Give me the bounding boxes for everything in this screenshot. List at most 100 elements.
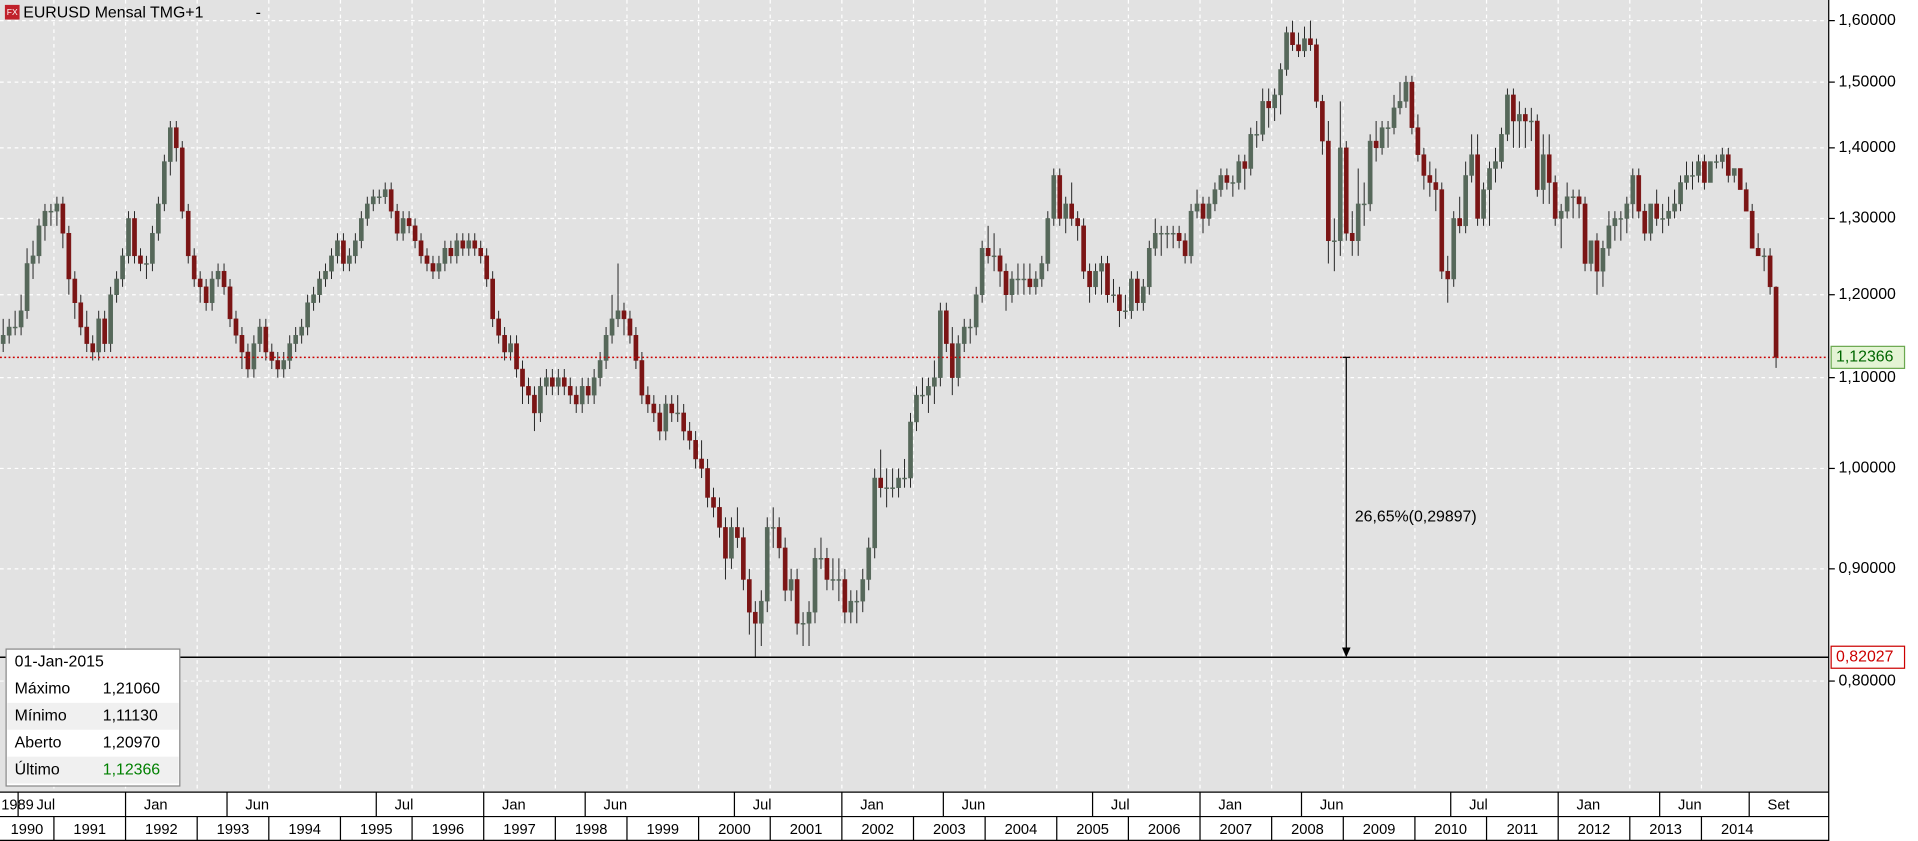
candle-body: [347, 255, 352, 264]
candle-body: [1612, 218, 1618, 227]
candle-body: [1397, 101, 1403, 109]
candle-body: [555, 377, 561, 387]
candle-body: [1463, 175, 1468, 227]
candle-body: [1684, 175, 1689, 183]
candle-body: [687, 430, 692, 441]
candle-body: [66, 232, 72, 280]
y-tick-label: 1,60000: [1838, 12, 1896, 29]
year-label: 2005: [1076, 822, 1109, 838]
candle-body: [406, 218, 412, 227]
candle-body: [1564, 196, 1570, 212]
candle-body: [1391, 107, 1397, 128]
info-name: Máximo: [15, 681, 71, 698]
candle-body: [1111, 294, 1116, 296]
candle-body: [1069, 203, 1075, 219]
candle-body: [1218, 175, 1224, 190]
candle-body: [0, 335, 6, 344]
candle-body: [1725, 154, 1731, 176]
candle-body: [890, 487, 895, 489]
info-value: 1,21060: [103, 681, 161, 698]
candle-body: [179, 147, 185, 212]
candle-body: [323, 270, 328, 280]
month-label: Jan: [144, 797, 168, 813]
y-tick-label: 1,30000: [1838, 210, 1896, 227]
candle-body: [1379, 127, 1385, 149]
candle-body: [1588, 240, 1594, 264]
candle-body: [615, 310, 621, 320]
candle-body: [305, 302, 310, 328]
candle-body: [1140, 286, 1146, 303]
candle-body: [329, 255, 334, 272]
candle-body: [1558, 210, 1564, 219]
candle-body: [1272, 94, 1277, 109]
candle-body: [1600, 247, 1606, 272]
candle-body: [1648, 203, 1654, 234]
candle-body: [150, 232, 155, 264]
candle-body: [484, 255, 490, 280]
candle-body: [1117, 294, 1122, 311]
candle-body: [466, 240, 472, 249]
candle-body: [1003, 270, 1009, 295]
price-label: 1,12366: [1836, 349, 1894, 366]
month-label: Jul: [1111, 797, 1130, 813]
candle-body: [705, 468, 710, 498]
year-label: 1999: [646, 822, 679, 838]
candle-body: [382, 189, 388, 197]
candle-body: [579, 386, 585, 405]
candle-body: [1266, 101, 1271, 109]
candle-body: [1170, 232, 1176, 235]
candle-body: [741, 537, 746, 580]
candle-body: [663, 403, 669, 432]
candle-body: [1606, 225, 1612, 249]
candle-body: [167, 127, 173, 162]
candle-body: [18, 310, 24, 328]
candle-body: [1248, 134, 1254, 169]
candle-body: [1690, 175, 1695, 177]
candle-body: [1308, 38, 1313, 45]
candle-body: [191, 255, 197, 280]
candle-body: [1546, 154, 1552, 183]
candle-body: [245, 351, 251, 370]
measure-label: 26,65%(0,29897): [1355, 508, 1477, 525]
menu-marker[interactable]: -: [256, 5, 261, 22]
candle-body: [770, 527, 776, 529]
candle-body: [1146, 247, 1152, 288]
candle-body: [848, 600, 854, 613]
icon-text: FX: [7, 7, 18, 17]
y-tick-label: 1,10000: [1838, 369, 1896, 386]
candle-body: [1105, 263, 1110, 295]
info-value: 1,11130: [103, 708, 158, 725]
candle-body: [1123, 310, 1128, 312]
candle-body: [1409, 81, 1415, 128]
candle-body: [162, 161, 167, 205]
candle-body: [1278, 69, 1283, 96]
candle-body: [424, 255, 430, 264]
candle-body: [967, 326, 973, 329]
candle-body: [878, 477, 883, 488]
month-label: Jun: [962, 797, 986, 813]
candle-body: [215, 270, 221, 280]
candle-body: [920, 394, 925, 397]
year-label: 1994: [288, 822, 321, 838]
y-tick-label: 1,40000: [1838, 139, 1896, 156]
candle-body: [693, 440, 698, 460]
year-label: 2000: [718, 822, 751, 838]
candle-body: [747, 579, 752, 613]
candle-body: [1260, 101, 1266, 135]
candle-body: [758, 600, 764, 624]
candle-body: [1642, 210, 1648, 234]
candle-body: [233, 318, 239, 336]
candle-body: [782, 547, 788, 591]
candle-body: [114, 278, 119, 295]
candle-body: [669, 403, 675, 414]
candle-body: [478, 247, 484, 257]
candle-body: [908, 421, 913, 479]
candle-body: [1254, 134, 1260, 136]
month-label: Jan: [1577, 797, 1601, 813]
candle-body: [800, 623, 806, 625]
info-box: 01-Jan-2015 Máximo 1,21060 Mínimo 1,11130 Ab…: [5, 648, 181, 787]
candle-body: [1702, 161, 1707, 183]
candle-body: [1678, 182, 1683, 205]
candle-body: [132, 218, 137, 257]
